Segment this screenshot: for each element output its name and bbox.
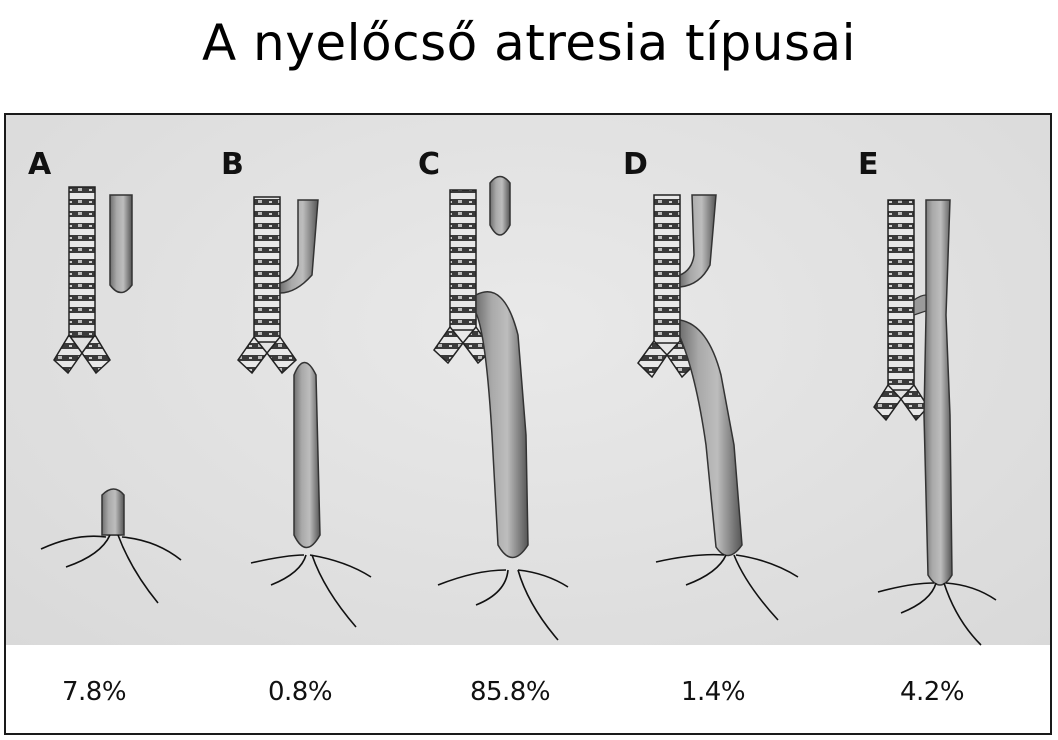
illustration-type-c	[433, 175, 569, 641]
type-letter-b: B	[221, 147, 244, 182]
slide-title: A nyelőcső atresia típusai	[201, 14, 857, 72]
percent-area	[6, 645, 1050, 733]
percent-type-d: 1.4%	[680, 677, 746, 707]
illustration-type-b	[237, 196, 372, 628]
illustration-type-a	[40, 186, 182, 604]
percent-type-a: 7.8%	[61, 677, 127, 707]
atresia-figure: A B C D E 7.8% 0.8% 85.8% 1.4% 4.2%	[4, 113, 1052, 735]
atresia-illustrations	[40, 175, 997, 646]
type-letter-c: C	[418, 147, 441, 182]
drawing-area	[6, 115, 1050, 645]
percent-type-b: 0.8%	[267, 677, 333, 707]
type-letter-e: E	[858, 147, 879, 182]
percent-type-e: 4.2%	[899, 677, 965, 707]
type-letter-a: A	[28, 147, 52, 182]
percent-type-c: 85.8%	[469, 677, 551, 707]
illustration-type-e	[873, 199, 997, 646]
illustration-type-d	[637, 194, 799, 621]
type-letter-d: D	[623, 147, 648, 182]
